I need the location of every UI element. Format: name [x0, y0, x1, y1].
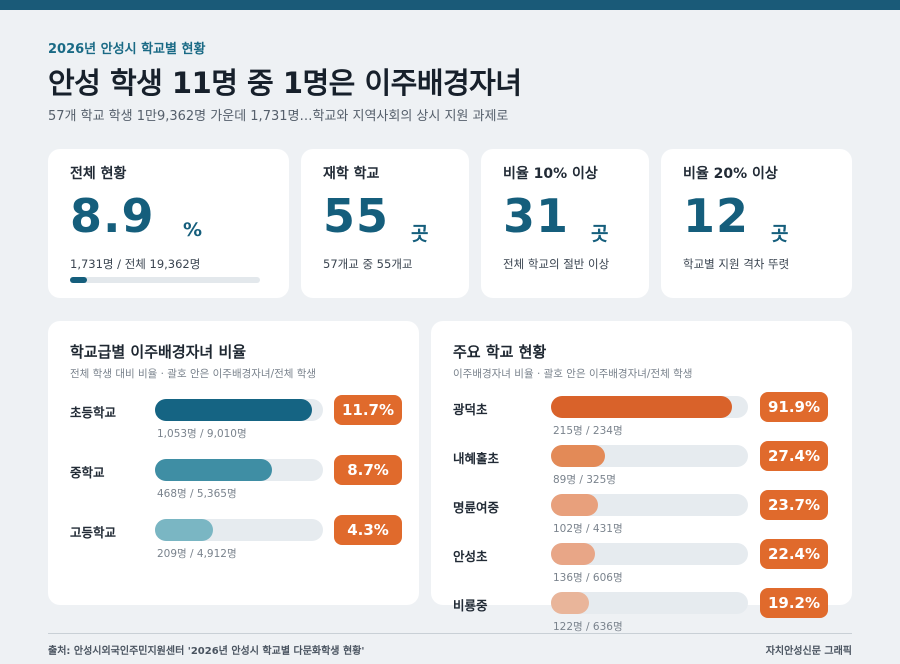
value-badge: 11.7% — [334, 395, 402, 425]
stat-progress-fill — [70, 277, 87, 283]
top-accent-bar — [0, 0, 900, 10]
school-level-panel: 학교급별 이주배경자녀 비율 전체 학생 대비 비율 · 괄호 안은 이주배경자… — [48, 321, 419, 605]
value-badge: 22.4% — [760, 539, 828, 569]
bar-detail-label: 136명 / 606명 — [553, 572, 623, 584]
bar — [551, 592, 589, 614]
bar-track — [551, 445, 748, 467]
bar-category-label: 초등학교 — [70, 405, 117, 420]
stat-value: 31 — [503, 189, 570, 243]
bar-category-label: 안성초 — [453, 549, 488, 564]
stat-unit: 곳 — [771, 223, 789, 245]
value-badge: 91.9% — [760, 392, 828, 422]
stat-value: 55 — [323, 189, 390, 243]
value-badge: 4.3% — [334, 515, 402, 545]
stat-card-over-10: 비율 10% 이상 31 곳 전체 학교의 절반 이상 — [481, 149, 649, 298]
stat-label: 비율 10% 이상 — [503, 166, 598, 182]
bar-category-label: 비룡중 — [453, 598, 488, 613]
bar-detail-label: 468명 / 5,365명 — [157, 488, 237, 500]
stat-label: 비율 20% 이상 — [683, 166, 778, 182]
bar-detail-label: 102명 / 431명 — [553, 523, 623, 535]
value-badge: 8.7% — [334, 455, 402, 485]
stat-label: 재학 학교 — [323, 166, 380, 182]
bar — [551, 494, 598, 516]
stat-note: 1,731명 / 전체 19,362명 — [70, 257, 201, 271]
bar-detail-label: 122명 / 636명 — [553, 621, 623, 633]
bar-category-label: 중학교 — [70, 465, 105, 480]
panel-subtitle: 이주배경자녀 비율 · 괄호 안은 이주배경자녀/전체 학생 — [453, 368, 693, 380]
source-note: 출처: 안성시외국인주민지원센터 '2026년 안성시 학교별 다문화학생 현황… — [48, 646, 365, 657]
bar — [551, 543, 596, 565]
stat-unit: 곳 — [411, 223, 429, 245]
stat-card-schools: 재학 학교 55 곳 57개교 중 55개교 — [301, 149, 469, 298]
bar-track — [551, 396, 748, 418]
bar-track — [155, 519, 323, 541]
graphic-credit: 자치안성신문 그래픽 — [765, 646, 852, 657]
bar-track — [155, 399, 323, 421]
stat-value: 12 — [683, 189, 750, 243]
value-badge: 27.4% — [760, 441, 828, 471]
stat-unit: 곳 — [591, 223, 609, 245]
bar-detail-label: 215명 / 234명 — [553, 425, 623, 437]
bar — [551, 396, 733, 418]
bar-track — [551, 494, 748, 516]
panel-title: 주요 학교 현황 — [453, 343, 547, 361]
bar-category-label: 내혜홀초 — [453, 451, 500, 466]
bar — [155, 399, 313, 421]
stat-label: 전체 현황 — [70, 166, 127, 182]
panel-subtitle: 전체 학생 대비 비율 · 괄호 안은 이주배경자녀/전체 학생 — [70, 368, 317, 380]
stat-value: 8.9 — [70, 189, 155, 243]
page-title: 안성 학생 11명 중 1명은 이주배경자녀 — [48, 66, 522, 100]
bar — [155, 519, 213, 541]
bar-detail-label: 1,053명 / 9,010명 — [157, 428, 247, 440]
stat-unit: % — [183, 219, 203, 241]
stat-progress-track — [70, 277, 260, 283]
stat-note: 학교별 지원 격차 뚜렷 — [683, 257, 790, 271]
bar-category-label: 광덕초 — [453, 402, 488, 417]
bar-detail-label: 209명 / 4,912명 — [157, 548, 237, 560]
stat-card-over-20: 비율 20% 이상 12 곳 학교별 지원 격차 뚜렷 — [661, 149, 852, 298]
bar-category-label: 고등학교 — [70, 525, 117, 540]
bar-category-label: 명륜여중 — [453, 500, 500, 515]
stat-note: 57개교 중 55개교 — [323, 257, 413, 271]
bar-track — [551, 543, 748, 565]
bar-detail-label: 89명 / 325명 — [553, 474, 616, 486]
bar — [551, 445, 605, 467]
value-badge: 23.7% — [760, 490, 828, 520]
major-schools-panel: 주요 학교 현황 이주배경자녀 비율 · 괄호 안은 이주배경자녀/전체 학생 … — [431, 321, 852, 633]
stat-card-total: 전체 현황 8.9 % 1,731명 / 전체 19,362명 — [48, 149, 289, 298]
page-subtitle: 57개 학교 학생 1만9,362명 가운데 1,731명…학교와 지역사회의 … — [48, 109, 509, 124]
value-badge: 19.2% — [760, 588, 828, 618]
stat-note: 전체 학교의 절반 이상 — [503, 257, 610, 271]
bar — [155, 459, 272, 481]
bar-track — [551, 592, 748, 614]
kicker: 2026년 안성시 학교별 현황 — [48, 42, 206, 57]
bar-track — [155, 459, 323, 481]
panel-title: 학교급별 이주배경자녀 비율 — [70, 343, 247, 361]
footer-divider — [48, 633, 852, 634]
